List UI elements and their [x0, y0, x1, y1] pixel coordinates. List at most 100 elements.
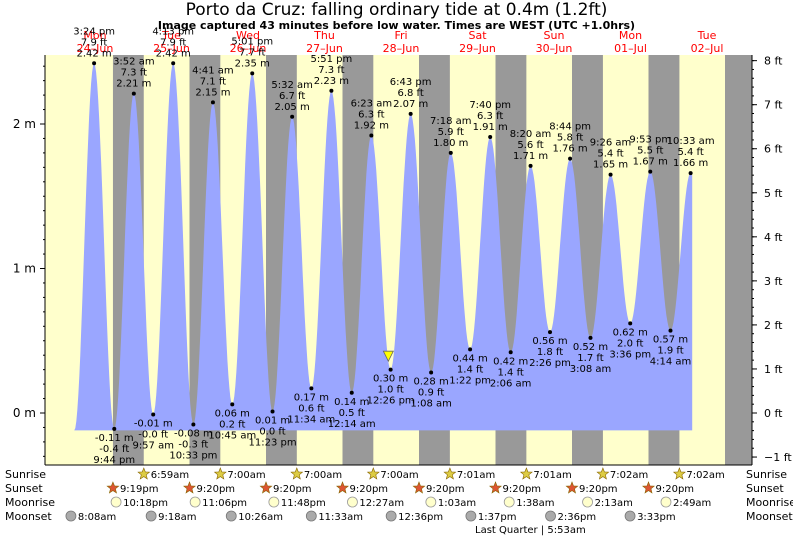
moonset-time: 11:33am	[318, 512, 363, 523]
low-tide-label: 1.4 ft	[498, 367, 524, 378]
low-tide-dot	[112, 426, 117, 431]
moonset-icon	[305, 510, 317, 522]
high-tide-dot	[568, 156, 573, 161]
moonrise-icon	[347, 496, 358, 508]
high-tide-dot	[369, 133, 374, 138]
high-tide-label: 2.07 m	[393, 99, 428, 110]
day-date: 28–Jun	[383, 42, 420, 55]
high-tide-label: 1.76 m	[552, 144, 587, 155]
high-tide-dot	[210, 100, 215, 105]
night-band	[725, 55, 752, 465]
day-labels: Mon24–JunTue25–JunWed26–JunThu27–JunFri2…	[77, 29, 724, 55]
high-tide-label: 5.8 ft	[557, 133, 583, 144]
moonset-time: 8:08am	[78, 512, 116, 523]
high-tide-label: 6.3 ft	[358, 110, 384, 121]
low-tide-dot	[270, 409, 275, 414]
y-tick-label-ft: 0 ft	[764, 407, 783, 420]
moonset-icon	[145, 510, 157, 522]
sunrise-icon	[596, 467, 610, 480]
moonrise-time: 10:18pm	[123, 498, 168, 509]
high-tide-label: 2.21 m	[116, 79, 151, 90]
low-tide-label: 1:08 am	[410, 399, 452, 410]
high-tide-dot	[290, 114, 295, 119]
low-tide-label: 2.0 ft	[617, 338, 643, 349]
sunset-icon	[642, 481, 655, 494]
high-tide-label: 2.35 m	[235, 58, 270, 69]
low-tide-label: 0.0 ft	[259, 427, 285, 438]
moonrise-time: 1:38am	[516, 498, 554, 509]
high-tide-label: 5:51 pm	[311, 54, 353, 65]
sunset-time: 9:20pm	[426, 484, 465, 495]
chart-subtitle: Image captured 43 minutes before low wat…	[157, 19, 636, 32]
y-tick-label-ft: 1 ft	[764, 363, 783, 376]
sunset-icon	[183, 481, 196, 494]
sunrise-icon	[366, 467, 380, 480]
low-tide-label: 0.42 m	[493, 356, 528, 367]
sunrise-time: 7:00am	[227, 470, 265, 481]
high-tide-label: 1.65 m	[593, 160, 628, 171]
day-name: Tue	[697, 29, 717, 42]
high-tide-label: 7:40 pm	[469, 100, 511, 111]
high-tide-label: 2.05 m	[275, 102, 310, 113]
moonset-time: 12:36pm	[398, 512, 443, 523]
high-tide-label: 1.67 m	[633, 157, 668, 168]
low-tide-label: 0.57 m	[653, 335, 688, 346]
low-tide-dot	[151, 412, 156, 417]
sunrise-time: 7:02am	[610, 470, 648, 481]
high-tide-dot	[688, 171, 693, 176]
high-tide-dot	[648, 169, 653, 174]
low-tide-label: 2:26 pm	[529, 358, 571, 369]
sunrise-time: 6:59am	[151, 470, 189, 481]
y-tick-label-m: 1 m	[13, 262, 36, 276]
low-tide-label: 1.8 ft	[537, 347, 563, 358]
moonrise-icon	[425, 496, 437, 508]
low-tide-label: 3:08 am	[570, 364, 612, 375]
moonrise-icon	[110, 496, 122, 508]
low-tide-dot	[309, 386, 314, 391]
y-tick-label-ft: 3 ft	[764, 275, 783, 288]
sunset-icon	[259, 481, 273, 494]
high-tide-label: 5:32 am	[271, 80, 313, 91]
day-date: 26–Jun	[230, 42, 267, 55]
low-tide-label: 0.44 m	[453, 353, 488, 364]
high-tide-label: 7.1 ft	[200, 76, 226, 87]
low-tide-dot	[349, 390, 354, 395]
sunrise-icon	[290, 467, 304, 480]
moonrise-time: 11:06pm	[202, 498, 247, 509]
high-tide-label: 6:23 am	[351, 99, 393, 110]
moonrise-time: 1:03am	[438, 498, 476, 509]
high-tide-label: 6.8 ft	[397, 88, 423, 99]
low-tide-label: 3:36 pm	[609, 349, 651, 360]
low-tide-label: 0.9 ft	[418, 388, 444, 399]
low-tide-label: -0.4 ft	[99, 444, 129, 455]
day-date: 25–Jun	[153, 42, 190, 55]
low-tide-label: 12:14 am	[328, 419, 376, 430]
sunset-label-left: Sunset	[5, 482, 43, 495]
day-name: Wed	[236, 29, 260, 42]
low-tide-dot	[628, 321, 633, 326]
low-tide-label: -0.3 ft	[178, 440, 208, 451]
high-tide-label: 2.15 m	[195, 87, 230, 98]
high-tide-dot	[608, 172, 613, 177]
day-date: 02–Jul	[691, 42, 724, 55]
high-tide-label: 7.3 ft	[318, 65, 344, 76]
low-tide-label: 0.06 m	[215, 408, 250, 419]
high-tide-label: 8:20 am	[510, 129, 552, 140]
y-tick-label-ft: 6 ft	[764, 143, 783, 156]
day-date: 24–Jun	[77, 42, 114, 55]
sunset-icon	[489, 481, 502, 494]
high-tide-label: 7.9 ft	[160, 37, 186, 48]
high-tide-label: 5.4 ft	[677, 147, 703, 158]
moonset-icon	[225, 510, 237, 522]
moonset-time: 1:37pm	[478, 512, 517, 523]
low-tide-label: 1.4 ft	[457, 364, 483, 375]
day-name: Sun	[544, 29, 565, 42]
day-name: Mon	[619, 29, 642, 42]
high-tide-label: 4:13 pm	[152, 26, 194, 37]
moonset-label-right: Moonset	[746, 510, 793, 523]
sunset-label-right: Sunset	[746, 482, 784, 495]
sunset-time: 9:20pm	[273, 484, 312, 495]
sunrise-icon	[672, 467, 686, 480]
sunrise-icon	[213, 467, 227, 480]
high-tide-label: 2.23 m	[314, 76, 349, 87]
